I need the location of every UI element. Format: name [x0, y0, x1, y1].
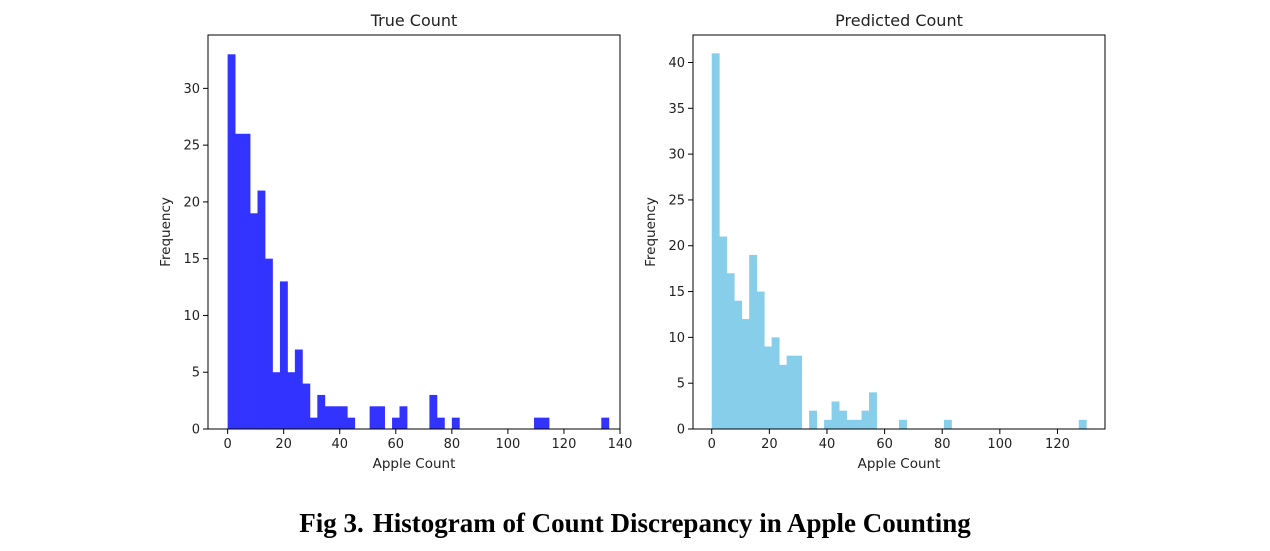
histogram-bar [451, 417, 460, 429]
histogram-bar [1078, 419, 1087, 429]
histogram-bar [302, 383, 311, 429]
x-tick-label: 80 [934, 437, 951, 452]
histogram-bar [287, 372, 296, 429]
histogram-bar [347, 417, 356, 429]
histogram-bar [392, 417, 400, 429]
x-tick-label: 80 [444, 437, 461, 452]
histogram-bar [771, 337, 780, 429]
histogram-bar [436, 417, 445, 429]
histogram-bar [741, 319, 750, 429]
histogram-bar [831, 401, 840, 429]
histogram-bar [794, 355, 803, 429]
histogram-bar [854, 419, 862, 429]
y-tick-label: 30 [668, 148, 685, 163]
x-tick-label: 60 [388, 437, 405, 452]
y-axis-label: Frequency [643, 197, 659, 267]
caption-label: Fig 3. [299, 508, 364, 538]
x-tick-label: 40 [819, 437, 836, 452]
histogram-bar [369, 406, 378, 429]
x-tick-label: 120 [552, 437, 577, 452]
x-tick-label: 20 [275, 437, 292, 452]
histogram-bar [264, 258, 273, 429]
histogram-bar [809, 410, 817, 429]
x-tick-label: 0 [223, 437, 231, 452]
x-tick-label: 60 [876, 437, 893, 452]
histogram-bar [324, 406, 333, 429]
figure-caption: Fig 3. Histogram of Count Discrepancy in … [0, 508, 1270, 539]
histogram-bar [332, 406, 341, 429]
y-tick-label: 30 [183, 82, 200, 97]
y-tick-label: 10 [183, 309, 200, 324]
histogram-bar [279, 281, 288, 429]
histogram-bar [719, 236, 728, 429]
histogram-bar [541, 417, 550, 429]
y-tick-label: 40 [668, 56, 685, 71]
histogram-bar [711, 53, 720, 429]
histogram-bar [824, 419, 832, 429]
chart-panel-1: 0 20 40 60 80 100 120 140 0 5 10 15 20 25 30 True Count… [158, 11, 632, 472]
histogram-bar [339, 406, 348, 429]
x-tick-label: 20 [761, 437, 778, 452]
y-tick-label: 20 [183, 195, 200, 210]
histogram-bar [861, 410, 870, 429]
plot-frame [207, 34, 621, 430]
histogram-bar [756, 291, 765, 429]
x-tick-label: 120 [1045, 437, 1070, 452]
y-tick-label: 20 [668, 239, 685, 254]
y-tick-label: 35 [668, 102, 685, 117]
histogram-bar [534, 417, 542, 429]
y-axis-label: Frequency [158, 197, 174, 267]
y-tick-label: 10 [668, 331, 685, 346]
histogram-bar [429, 394, 438, 429]
y-tick-label: 25 [668, 193, 685, 208]
histogram-bar [235, 133, 243, 429]
x-axis-label: Apple Count [858, 456, 941, 472]
histogram-bar [257, 190, 266, 429]
x-tick-label: 40 [331, 437, 348, 452]
histogram-bar [309, 417, 318, 429]
x-tick-label: 0 [708, 437, 716, 452]
chart-panel-2: 0 20 40 60 80 100 120 0 5 10 15 20 25 30 35 40 Predicted… [643, 11, 1106, 472]
y-tick-label: 15 [183, 252, 200, 267]
histogram-bar [779, 364, 788, 429]
histogram-bar [601, 417, 610, 429]
plot-frame [692, 34, 1106, 430]
x-tick-label: 100 [987, 437, 1012, 452]
histogram-bar [250, 213, 258, 429]
histogram-bar [726, 273, 735, 429]
histogram-bar [734, 300, 743, 429]
y-tick-label: 5 [192, 366, 200, 381]
histogram-bar [749, 254, 758, 429]
histogram-bar [764, 346, 773, 429]
x-tick-label: 100 [495, 437, 520, 452]
caption-text: Histogram of Count Discrepancy in Apple … [372, 508, 971, 538]
histogram-bar [899, 419, 907, 429]
histogram-bar [272, 372, 281, 429]
y-tick-label: 5 [677, 377, 685, 392]
y-tick-label: 0 [192, 423, 200, 438]
histogram-bar [786, 355, 795, 429]
chart-title: Predicted Count [835, 11, 963, 30]
x-tick-label: 140 [608, 437, 633, 452]
y-tick-label: 0 [677, 423, 685, 438]
y-tick-label: 25 [183, 139, 200, 154]
histogram-bar [227, 54, 236, 430]
x-axis-label: Apple Count [373, 456, 456, 472]
histogram-bar [869, 392, 877, 429]
histogram-bar [377, 406, 385, 429]
chart-title: True Count [370, 11, 458, 30]
histogram-bar [839, 410, 847, 429]
histogram-bar [317, 394, 326, 429]
histogram-bar [399, 406, 408, 429]
histogram-bar [846, 419, 855, 429]
histogram-bar [294, 349, 303, 429]
y-tick-label: 15 [668, 285, 685, 300]
histogram-bar [943, 419, 952, 429]
histogram-bar [242, 133, 251, 429]
